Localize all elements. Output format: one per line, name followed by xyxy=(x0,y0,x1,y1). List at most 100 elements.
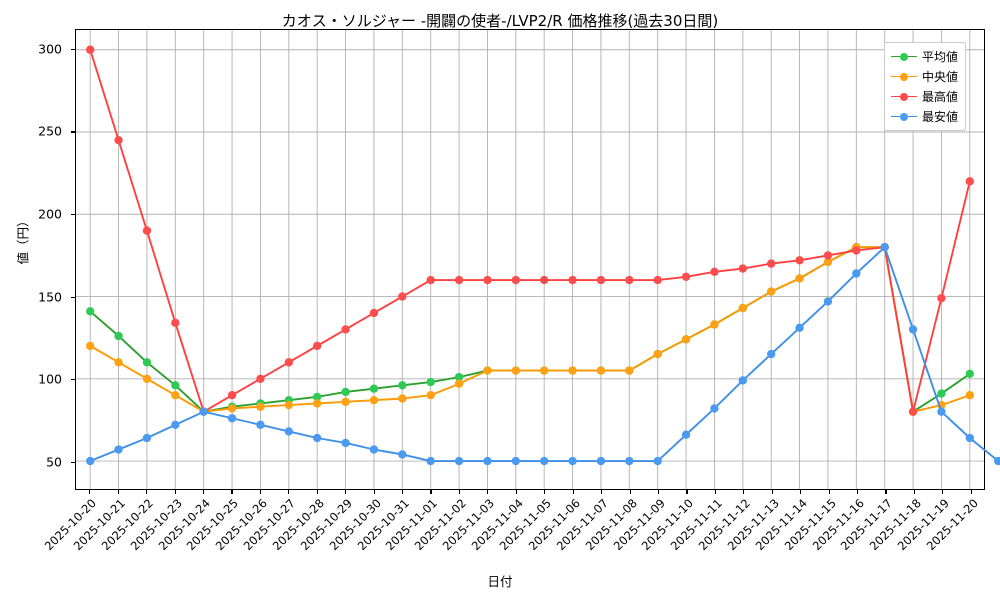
legend-swatch-icon xyxy=(891,52,917,62)
data-point xyxy=(568,456,577,466)
data-point xyxy=(426,377,435,387)
x-tick-mark xyxy=(800,490,802,494)
x-tick-mark xyxy=(629,490,631,494)
plot-area xyxy=(75,29,1000,490)
legend-label: 最安値 xyxy=(922,110,959,124)
legend-item-3[interactable]: 最高値 xyxy=(891,88,958,105)
data-point xyxy=(681,430,691,439)
data-point xyxy=(284,400,294,410)
x-tick-mark xyxy=(487,490,489,494)
data-point xyxy=(398,450,407,459)
data-point xyxy=(426,456,435,466)
x-tick-mark xyxy=(657,490,660,494)
data-point xyxy=(85,341,95,351)
legend-item-4[interactable]: 最安値 xyxy=(891,108,958,125)
data-point xyxy=(85,307,95,316)
legend-item-2[interactable]: 中央値 xyxy=(891,68,958,85)
data-point xyxy=(993,456,1000,466)
data-point xyxy=(710,320,719,329)
data-point xyxy=(568,275,577,285)
data-point xyxy=(965,433,975,443)
x-tick-mark xyxy=(458,490,460,494)
data-point xyxy=(823,297,833,306)
legend-item-1[interactable]: 平均値 xyxy=(891,48,958,65)
x-tick-mark xyxy=(402,490,404,494)
y-tick-label: 200 xyxy=(38,206,62,222)
data-point xyxy=(738,264,748,273)
x-tick-mark xyxy=(345,490,347,494)
data-point xyxy=(511,366,521,375)
data-point xyxy=(256,374,265,383)
data-point xyxy=(312,399,322,408)
x-tick-mark xyxy=(259,490,261,494)
data-point xyxy=(369,308,379,318)
data-point xyxy=(625,275,634,285)
data-point xyxy=(795,256,804,265)
data-point xyxy=(341,397,350,406)
y-tick-mark xyxy=(71,48,75,50)
data-point xyxy=(114,136,123,145)
data-point xyxy=(227,414,237,423)
data-point xyxy=(766,287,776,296)
data-point xyxy=(171,318,180,328)
data-point xyxy=(539,275,549,285)
series-3 xyxy=(85,45,975,416)
data-point xyxy=(256,402,265,411)
data-point xyxy=(937,293,946,303)
data-point xyxy=(341,325,350,334)
x-tick-mark xyxy=(515,490,517,494)
data-point xyxy=(341,438,350,448)
data-point xyxy=(795,323,804,332)
data-point xyxy=(511,456,521,466)
data-point xyxy=(312,392,322,402)
data-point xyxy=(681,272,691,281)
data-point xyxy=(483,275,492,285)
data-point xyxy=(454,275,464,285)
x-tick-mark xyxy=(686,490,688,494)
data-point xyxy=(341,387,350,397)
series-2 xyxy=(85,242,975,416)
y-tick-label: 300 xyxy=(38,41,62,57)
y-tick-label: 100 xyxy=(38,371,62,387)
data-point xyxy=(653,456,662,466)
grid-lines xyxy=(76,30,984,489)
y-tick-mark xyxy=(71,214,75,216)
data-point xyxy=(312,433,322,443)
x-tick-mark xyxy=(714,490,716,494)
legend-swatch-icon xyxy=(891,92,917,102)
series-1 xyxy=(85,242,975,416)
data-point xyxy=(710,267,719,277)
data-point xyxy=(937,407,946,416)
data-point xyxy=(426,275,435,285)
data-point xyxy=(454,372,464,382)
x-tick-mark xyxy=(572,490,574,494)
data-point xyxy=(483,366,492,375)
data-point xyxy=(653,275,662,285)
chart-legend: 平均値中央値最高値最安値 xyxy=(884,42,967,131)
data-point xyxy=(398,292,407,301)
x-tick-mark xyxy=(373,490,375,494)
data-point xyxy=(85,45,95,54)
data-point xyxy=(568,366,577,375)
legend-swatch-icon xyxy=(891,72,917,82)
x-tick-mark xyxy=(202,490,205,494)
data-point xyxy=(369,445,379,454)
data-point xyxy=(114,445,123,454)
x-tick-mark xyxy=(913,490,915,494)
x-tick-mark xyxy=(743,490,745,494)
data-point xyxy=(880,242,889,252)
data-point xyxy=(171,420,180,430)
data-point xyxy=(596,456,606,466)
data-point xyxy=(823,251,833,260)
x-axis-label: 日付 xyxy=(487,574,513,589)
data-point xyxy=(114,331,123,341)
data-point xyxy=(852,269,861,278)
data-point xyxy=(227,404,237,413)
x-tick-mark xyxy=(288,490,290,494)
data-point xyxy=(908,407,918,416)
y-tick-mark xyxy=(71,379,75,381)
data-point xyxy=(710,404,719,413)
data-point xyxy=(653,349,662,359)
data-point xyxy=(625,456,634,466)
x-tick-mark xyxy=(771,490,773,494)
